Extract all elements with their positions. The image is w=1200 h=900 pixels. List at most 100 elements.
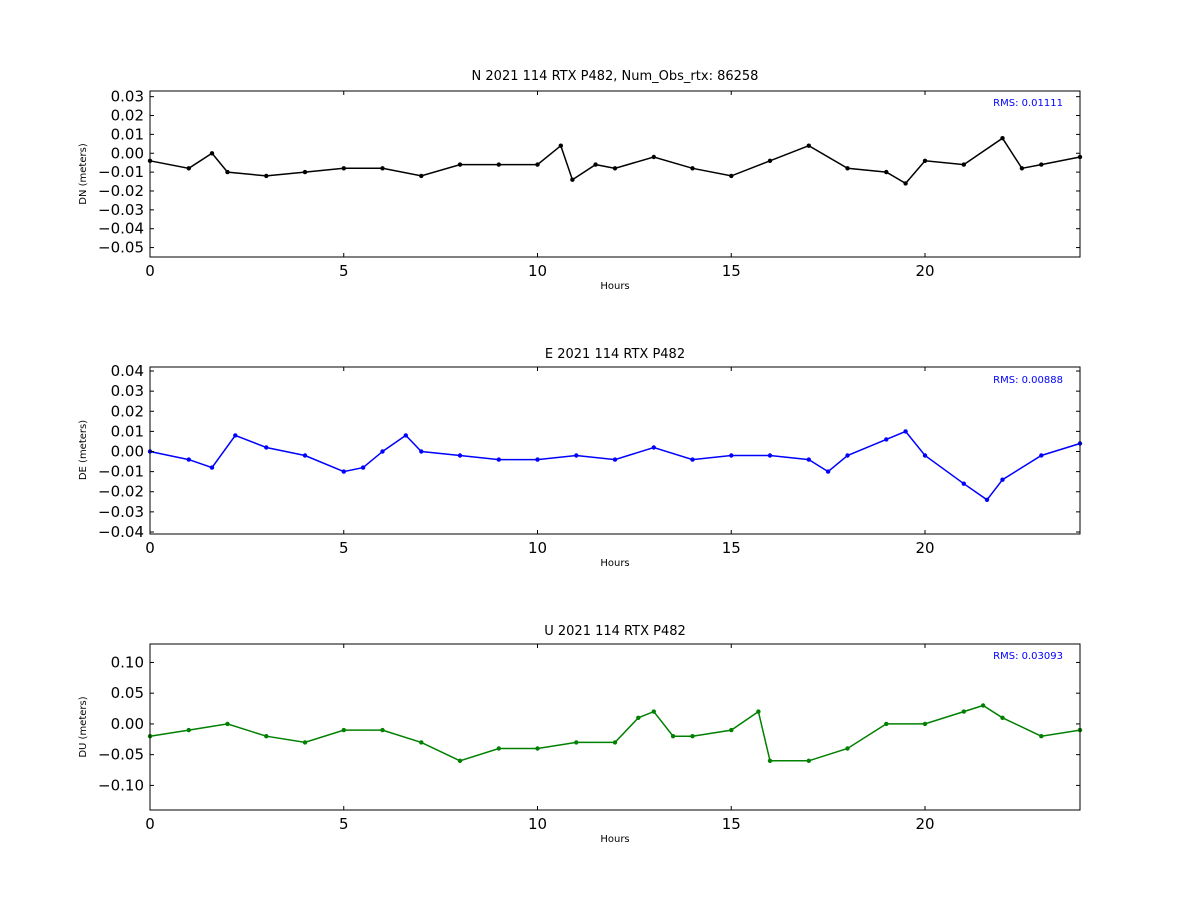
data-point: [651, 445, 656, 450]
series-line: [149, 704, 1081, 762]
y-tick-label: −0.05: [98, 746, 144, 764]
data-point: [690, 734, 695, 739]
data-point: [806, 758, 811, 763]
y-tick-label: −0.10: [98, 776, 144, 794]
chart-title: N 2021 114 RTX P482, Num_Obs_rtx: 86258: [472, 69, 759, 84]
data-point: [341, 166, 346, 171]
data-point: [419, 173, 424, 179]
data-point: [845, 453, 850, 458]
data-point: [209, 151, 215, 156]
data-point: [186, 166, 191, 171]
data-point: [574, 740, 579, 745]
data-point: [612, 740, 618, 745]
panel-de: E 2021 114 RTX P482 −0.04 −0.03 −0.02 −0.01…: [78, 347, 1083, 569]
y-tick-label: −0.04: [98, 523, 144, 541]
data-point: [806, 457, 811, 462]
data-point: [903, 181, 908, 186]
x-ticks-de: 0 5 10 15 20: [145, 367, 935, 557]
data-point: [570, 177, 575, 182]
x-tick-label: 10: [528, 539, 547, 557]
data-point: [574, 453, 579, 458]
data-point: [767, 758, 773, 763]
y-tick-label: 0.05: [111, 684, 144, 702]
chart-title: E 2021 114 RTX P482: [545, 347, 685, 362]
data-point: [980, 703, 986, 708]
y-ticks-dn: −0.05−0.04−0.03−0.02−0.010.000.010.020.0…: [98, 88, 1080, 257]
data-point: [729, 453, 734, 458]
data-point: [457, 758, 463, 763]
y-tick-label: −0.02: [98, 182, 144, 200]
data-point: [360, 465, 366, 470]
series-line: [149, 430, 1081, 501]
data-point: [612, 166, 618, 171]
data-point: [670, 734, 676, 739]
data-point: [264, 734, 269, 739]
y-ticks-de: −0.04 −0.03 −0.02 −0.01 0.00 0.01 0.02 0.03 0.04: [98, 362, 1080, 541]
data-point: [767, 453, 773, 458]
rms-annotation: RMS: 0.00888: [993, 375, 1063, 386]
data-point: [535, 162, 540, 167]
plot-frame: [149, 643, 1081, 811]
series-line: [149, 137, 1081, 185]
data-point: [884, 437, 889, 442]
y-tick-label: −0.04: [98, 220, 144, 238]
data-point: [341, 727, 346, 733]
data-point: [535, 746, 540, 751]
y-tick-label: −0.03: [98, 503, 144, 521]
data-point: [651, 154, 656, 160]
data-point: [302, 169, 308, 175]
data-point: [419, 449, 424, 454]
data-point: [380, 166, 385, 171]
data-point: [380, 727, 385, 733]
data-point: [922, 158, 928, 163]
data-point: [690, 457, 695, 462]
data-point: [961, 709, 966, 714]
data-point: [419, 740, 424, 745]
panel-du: U 2021 114 RTX P482 −0.10 −0.05 0.00 0.05 0.…: [78, 624, 1083, 845]
y-tick-label: −0.01: [98, 163, 144, 181]
rms-annotation: RMS: 0.01111: [993, 98, 1063, 109]
data-point: [403, 433, 408, 438]
data-point: [380, 449, 385, 454]
y-ticks-du: −0.10 −0.05 0.00 0.05 0.10: [98, 653, 1080, 794]
data-point: [593, 162, 598, 167]
data-point: [922, 721, 928, 727]
data-point: [1039, 453, 1044, 458]
data-point: [1000, 715, 1005, 720]
data-point: [496, 746, 501, 751]
y-tick-label: 0.02: [111, 107, 144, 125]
x-tick-label: 5: [339, 815, 349, 833]
y-tick-label: 0.00: [111, 144, 144, 162]
panel-dn: N 2021 114 RTX P482, Num_Obs_rtx: 86258 …: [78, 69, 1083, 292]
x-tick-label: 15: [722, 262, 741, 280]
data-point: [729, 727, 734, 733]
data-point: [457, 453, 463, 458]
data-point: [209, 465, 215, 470]
data-point: [961, 481, 966, 486]
data-point: [922, 453, 928, 458]
data-point: [1000, 477, 1005, 482]
x-tick-label: 10: [528, 815, 547, 833]
x-tick-label: 0: [145, 539, 155, 557]
data-points-du: [147, 703, 1083, 763]
x-tick-label: 5: [339, 262, 349, 280]
y-tick-label: −0.01: [98, 463, 144, 481]
x-axis-label: Hours: [600, 281, 629, 292]
data-point: [1000, 136, 1005, 141]
data-point: [612, 457, 618, 462]
data-point: [302, 453, 308, 458]
data-points-de: [147, 429, 1083, 502]
data-point: [264, 173, 269, 179]
y-tick-label: −0.02: [98, 483, 144, 501]
data-point: [903, 429, 908, 434]
plot-frame: [149, 366, 1081, 535]
data-point: [535, 457, 540, 462]
data-point: [884, 169, 889, 175]
data-point: [825, 469, 831, 474]
data-point: [845, 746, 850, 751]
data-point: [756, 709, 761, 714]
data-point: [457, 162, 463, 167]
data-point: [729, 173, 734, 179]
data-point: [302, 740, 308, 745]
